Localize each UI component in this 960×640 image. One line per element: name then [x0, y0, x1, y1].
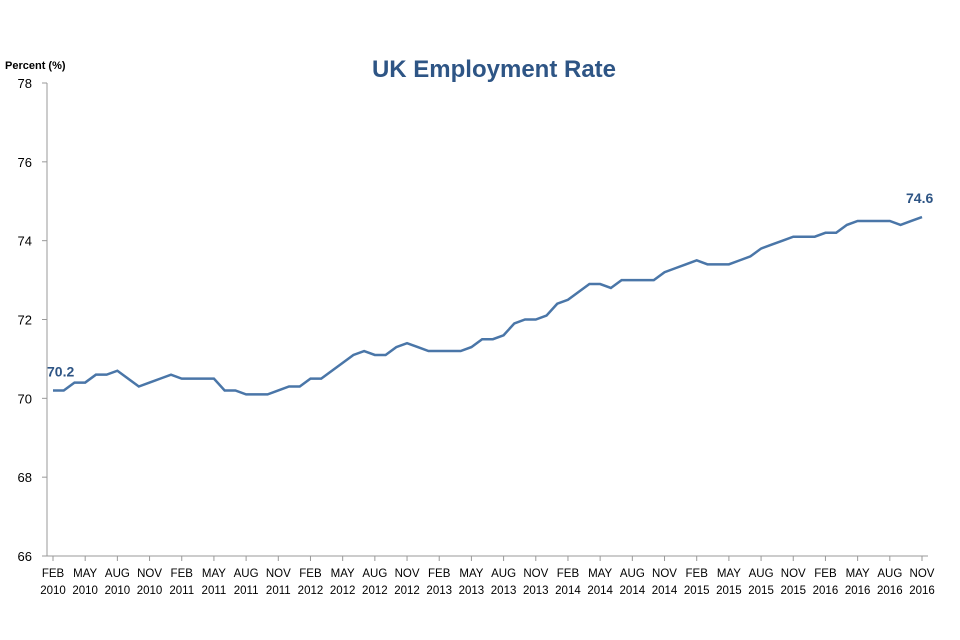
x-tick-label-year: 2014 — [587, 585, 613, 597]
x-tick-label-year: 2015 — [716, 585, 742, 597]
x-tick-label-month: NOV — [652, 568, 677, 580]
x-tick-label-month: AUG — [620, 568, 645, 580]
x-tick-label-year: 2015 — [684, 585, 710, 597]
x-tick-label-year: 2013 — [459, 585, 485, 597]
x-tick-label-month: AUG — [234, 568, 259, 580]
x-tick-label-year: 2011 — [169, 585, 194, 597]
x-tick-label-year: 2014 — [620, 585, 646, 597]
x-tick-label-year: 2013 — [491, 585, 517, 597]
y-axis-label: Percent (%) — [5, 60, 66, 72]
y-tick-label: 66 — [18, 549, 32, 564]
series-line-group — [52, 215, 923, 396]
x-tick-label-year: 2015 — [780, 585, 806, 597]
first-value-label: 70.2 — [47, 363, 74, 379]
x-tick-label-year: 2012 — [298, 585, 324, 597]
x-tick-label-month: MAY — [846, 568, 870, 580]
x-tick-label-month: FEB — [299, 568, 322, 580]
x-tick-label-year: 2011 — [234, 585, 259, 597]
x-tick-label-month: AUG — [749, 568, 774, 580]
x-tick-label-year: 2016 — [813, 585, 839, 597]
x-tick-label-month: FEB — [428, 568, 451, 580]
x-tick-label-month: MAY — [331, 568, 355, 580]
x-tick-label-year: 2010 — [72, 585, 98, 597]
x-tick-label-month: AUG — [105, 568, 130, 580]
x-tick-label-month: FEB — [42, 568, 65, 580]
x-tick-label-year: 2011 — [202, 585, 227, 597]
x-tick-label-month: MAY — [717, 568, 741, 580]
x-tick-label-month: FEB — [686, 568, 709, 580]
x-tick-label-year: 2010 — [40, 585, 66, 597]
x-tick-label-month: NOV — [137, 568, 162, 580]
x-tick-label-month: MAY — [73, 568, 97, 580]
x-tick-label-month: FEB — [814, 568, 837, 580]
x-tick-label-year: 2016 — [909, 585, 935, 597]
x-tick-label-year: 2016 — [877, 585, 903, 597]
axes: 66 68 70 72 74 76 78 FEB 2010 MAY 2010 AUG 2010 NOV 20… — [18, 76, 935, 597]
x-tick-label-month: FEB — [171, 568, 194, 580]
x-tick-label-month: NOV — [266, 568, 291, 580]
x-tick-label-month: AUG — [877, 568, 902, 580]
x-tick-label-month: NOV — [781, 568, 806, 580]
x-tick-label-month: AUG — [491, 568, 516, 580]
y-tick-label: 68 — [18, 470, 32, 485]
x-tick-label-month: MAY — [588, 568, 612, 580]
chart-title: UK Employment Rate — [372, 56, 616, 83]
series-line — [53, 215, 923, 396]
x-tick-label-month: MAY — [459, 568, 483, 580]
y-tick-label: 78 — [18, 76, 32, 91]
x-tick-label-year: 2014 — [652, 585, 678, 597]
last-value-label: 74.6 — [906, 190, 933, 206]
y-tick-label: 72 — [18, 313, 32, 328]
x-tick-label-year: 2010 — [105, 585, 131, 597]
x-tick-label-month: NOV — [910, 568, 935, 580]
x-tick-label-month: AUG — [362, 568, 387, 580]
x-tick-label-year: 2015 — [748, 585, 774, 597]
y-tick-label: 70 — [18, 391, 32, 406]
x-tick-label-month: NOV — [523, 568, 548, 580]
y-tick-label: 74 — [18, 234, 32, 249]
x-tick-label-year: 2012 — [362, 585, 388, 597]
x-tick-label-month: FEB — [557, 568, 580, 580]
x-tick-label-year: 2012 — [394, 585, 420, 597]
x-tick-label-year: 2016 — [845, 585, 871, 597]
x-tick-label-year: 2013 — [523, 585, 549, 597]
x-tick-label-month: MAY — [202, 568, 226, 580]
y-tick-label: 76 — [18, 155, 32, 170]
x-tick-label-month: NOV — [395, 568, 420, 580]
x-tick-label-year: 2010 — [137, 585, 163, 597]
x-tick-label-year: 2011 — [266, 585, 291, 597]
x-tick-label-year: 2012 — [330, 585, 356, 597]
x-tick-label-year: 2013 — [426, 585, 452, 597]
x-tick-label-year: 2014 — [555, 585, 581, 597]
